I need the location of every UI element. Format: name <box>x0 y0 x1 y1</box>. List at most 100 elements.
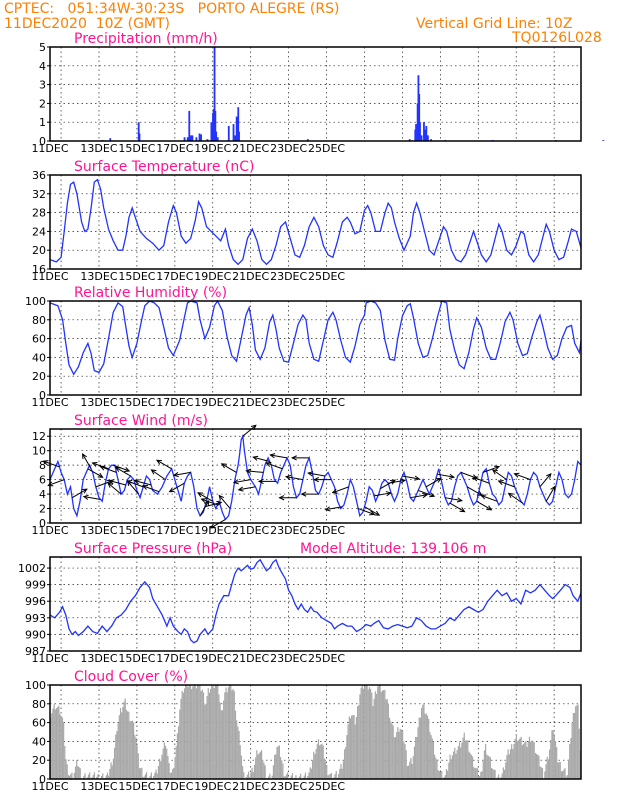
cloud-bar <box>237 726 239 779</box>
wind-arrow <box>291 455 310 461</box>
cloud-bar <box>416 736 418 779</box>
wind-arrow-head <box>91 461 98 467</box>
cloud-bar <box>215 685 218 779</box>
cloud-bar <box>538 755 540 779</box>
cloud-bar <box>353 714 355 779</box>
x-date-label: 23DEC <box>270 396 307 409</box>
wind-arrow <box>445 497 463 503</box>
cloud-bar <box>381 690 384 779</box>
cloud-bar <box>330 773 333 779</box>
cloud-bar <box>470 754 472 779</box>
wind-arrow <box>482 465 501 473</box>
cloud-bar <box>274 754 276 779</box>
cloud-bar <box>320 744 322 779</box>
cloud-bar <box>65 759 67 779</box>
cloud-bar <box>552 730 554 779</box>
cloud-bar <box>93 772 96 779</box>
cloud-bar <box>512 749 514 779</box>
x-date-label: 19DEC <box>194 524 231 537</box>
wind-arrow-head <box>124 467 131 472</box>
wind-arrow-shaft <box>156 459 172 470</box>
cloud-bar <box>343 749 346 779</box>
cloud-bar <box>68 775 71 779</box>
cloud-bar <box>419 717 422 779</box>
cloud-bar <box>186 685 188 779</box>
x-date-label: 19DEC <box>194 142 231 155</box>
cloud-bar <box>167 755 169 779</box>
wind-arrow <box>364 506 381 516</box>
cloud-bar <box>217 685 219 779</box>
cloud-bar <box>128 711 130 779</box>
cloud-bar <box>559 761 561 779</box>
cloud-bar <box>482 760 484 779</box>
wind-arrow <box>539 472 552 488</box>
cloud-bar <box>487 755 489 779</box>
cloud-bar <box>407 765 410 779</box>
cloud-bar <box>284 776 286 779</box>
cloud-bar <box>342 761 344 779</box>
cloud-bar <box>164 745 167 779</box>
x-date-label: 17DEC <box>156 652 193 665</box>
cloud-bar <box>233 691 235 779</box>
cloud-bar <box>570 738 572 779</box>
cloud-bar <box>578 728 580 779</box>
cloud-bar <box>246 774 248 779</box>
cloud-bar <box>129 721 131 779</box>
cloud-bar <box>455 753 457 779</box>
wind-arrow <box>82 453 92 470</box>
cloud-bar <box>528 736 531 779</box>
cloud-bar <box>74 766 77 779</box>
x-date-label: 15DEC <box>118 396 155 409</box>
series-line <box>49 433 582 521</box>
cloud-bar <box>450 759 452 779</box>
wind-arrow-head <box>97 472 104 478</box>
wind-arrow-shaft <box>100 466 117 473</box>
cloud-bar <box>500 777 502 779</box>
wind-arrow-shaft <box>199 500 210 517</box>
wind-arrow-shaft <box>449 502 465 513</box>
wind-arrow <box>313 476 332 483</box>
cloud-bar <box>352 715 354 779</box>
cloud-bar <box>63 722 65 779</box>
y-tick-label: 40 <box>32 735 46 748</box>
wind-arrow-shaft <box>71 488 88 499</box>
cloud-bar <box>127 711 129 779</box>
cloud-bar <box>223 700 225 779</box>
wind-arrow <box>278 495 297 501</box>
cloud-bar <box>394 737 397 779</box>
panel-title: Relative Humidity (%) <box>74 285 227 301</box>
wind-arrow-shaft <box>87 468 103 478</box>
precip-bar <box>408 139 411 141</box>
cloud-bar <box>245 777 247 779</box>
wind-arrow-shaft <box>357 508 375 515</box>
cloud-bar <box>454 747 456 779</box>
cloud-bar <box>157 766 160 779</box>
wind-arrow-head <box>385 491 392 497</box>
cloud-bar <box>334 774 336 779</box>
cloud-bar <box>540 767 542 779</box>
cloud-bar <box>66 764 68 779</box>
cloud-bar <box>275 754 277 779</box>
cloud-bar <box>131 720 133 779</box>
cloud-bar <box>439 771 442 779</box>
x-date-label: 19DEC <box>194 652 231 665</box>
cloud-bar <box>456 749 458 779</box>
cloud-bar <box>154 772 156 779</box>
cloud-bar <box>124 698 126 779</box>
panel-title: Precipitation (mm/h) <box>74 31 218 47</box>
cloud-bar <box>445 769 448 779</box>
panel-1: 0 1 2 3 4 5 11DEC 13DEC 15DEC 17DEC 19DEC 21DEC 23DE… <box>31 31 605 155</box>
series-line <box>49 299 582 376</box>
cloud-bar <box>432 741 435 779</box>
y-tick-label: 32 <box>32 188 46 201</box>
cloud-bar <box>413 746 416 779</box>
cloud-bar <box>560 771 563 779</box>
precip-bar <box>206 139 209 141</box>
wind-arrow-shaft <box>388 479 406 484</box>
cloud-bar <box>525 740 527 779</box>
cloud-bar <box>242 765 244 779</box>
wind-arrow-head <box>291 455 297 461</box>
wind-arrow-shaft <box>169 482 185 493</box>
cloud-bar <box>475 768 477 779</box>
cloud-bar <box>78 767 80 779</box>
